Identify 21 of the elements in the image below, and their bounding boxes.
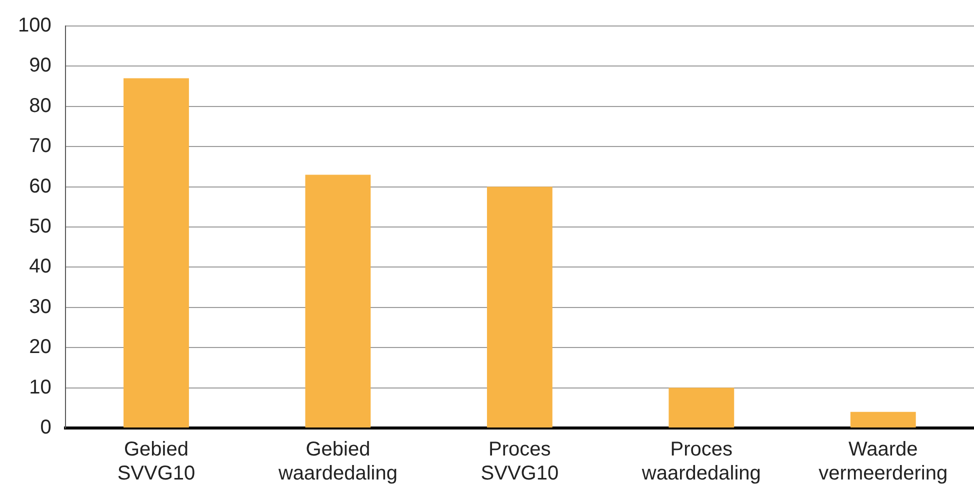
bar <box>850 412 916 428</box>
bar <box>486 186 552 428</box>
y-tick-label: 30 <box>29 296 52 318</box>
x-tick-label: Proces SVVG10 <box>480 438 559 485</box>
y-tick-label: 0 <box>40 416 52 439</box>
y-tick-label: 80 <box>29 94 52 117</box>
y-tick-label: 10 <box>29 376 52 398</box>
x-tick-label: Gebied SVVG10 <box>117 438 196 485</box>
y-tick-label: 90 <box>29 54 52 77</box>
y-tick-label: 100 <box>18 14 52 37</box>
x-tick-label: Waarde vermeerdering <box>818 438 948 485</box>
y-tick-label: 70 <box>29 135 52 158</box>
bar <box>305 174 371 428</box>
x-tick-label: Proces waardedaling <box>640 438 761 485</box>
bar <box>124 78 189 428</box>
x-tick-label: Gebied waardedaling <box>277 438 398 485</box>
y-tick-label: 20 <box>29 336 52 358</box>
y-tick-label: 40 <box>29 256 52 278</box>
y-tick-label: 60 <box>29 175 52 198</box>
y-tick-label: 50 <box>29 216 52 238</box>
bar <box>668 388 734 428</box>
